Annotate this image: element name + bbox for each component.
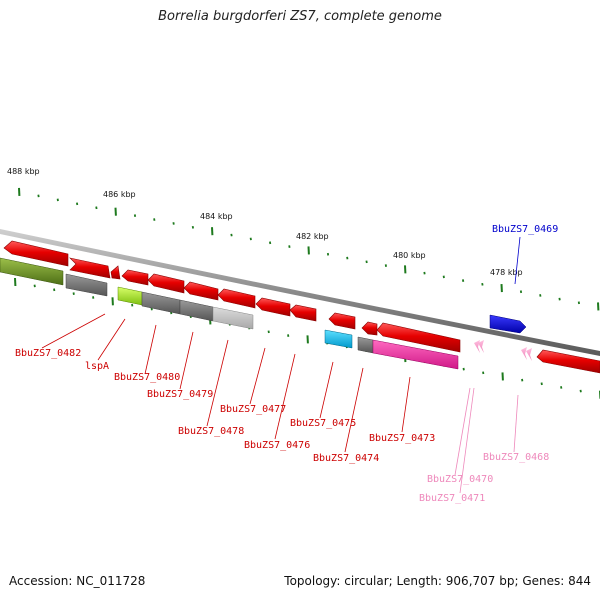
gene-grey-0474[interactable] (357, 336, 374, 354)
gene-BbuZS7-0482[interactable] (3, 240, 69, 267)
gene-track-forward (3, 240, 600, 374)
ruler-label-482: 482 kbp (296, 232, 329, 241)
accession-text: Accession: NC_011728 (9, 574, 146, 588)
gene-BbuZS7-0479[interactable] (147, 273, 185, 294)
ruler-label-486: 486 kbp (103, 190, 136, 199)
gene-lightgrey-0478[interactable] (212, 306, 254, 330)
gene-BbuZS7-0478[interactable] (183, 281, 219, 301)
label-BbuZS7-0473[interactable]: BbuZS7_0473 (369, 433, 435, 444)
gene-pink-0470-0471[interactable] (474, 340, 484, 353)
label-BbuZS7-0478[interactable]: BbuZS7_0478 (178, 426, 244, 437)
gene-magenta-0473[interactable] (372, 339, 459, 370)
label-BbuZS7-0470[interactable]: BbuZS7_0470 (427, 474, 493, 485)
label-BbuZS7-0468[interactable]: BbuZS7_0468 (483, 452, 549, 463)
gene-BbuZS7-0473-small[interactable] (361, 321, 378, 336)
label-BbuZS7-0479[interactable]: BbuZS7_0479 (147, 389, 213, 400)
ruler-label-484: 484 kbp (200, 212, 233, 221)
gene-labels: BbuZS7_0482 lspA BbuZS7_0480 BbuZS7_0479… (15, 224, 558, 504)
gene-pink-0468[interactable] (521, 347, 532, 361)
label-BbuZS7-0474[interactable]: BbuZS7_0474 (313, 453, 379, 464)
gene-BbuZS7-0476[interactable] (255, 297, 291, 317)
ruler-label-488: 488 kbp (7, 167, 40, 176)
gene-track-inner (0, 257, 532, 370)
gene-blue-0469[interactable] (489, 314, 527, 334)
topology-text: Topology: circular; Length: 906,707 bp; … (284, 574, 591, 588)
gene-BbuZS7-0480[interactable] (121, 269, 149, 286)
label-BbuZS7-0476[interactable]: BbuZS7_0476 (244, 440, 310, 451)
gene-BbuZS7-0477[interactable] (217, 288, 256, 309)
gene-right-red[interactable] (536, 349, 600, 374)
gene-lspA-red[interactable] (69, 257, 111, 279)
gene-olive-block[interactable] (0, 257, 64, 286)
gene-BbuZS7-0475-red[interactable] (289, 304, 317, 322)
gene-lime[interactable] (117, 286, 143, 306)
gene-grey-lspA[interactable] (65, 273, 108, 297)
label-BbuZS7-0482[interactable]: BbuZS7_0482 (15, 348, 81, 359)
ruler-label-478: 478 kbp (490, 268, 523, 277)
gene-cyan-0475[interactable] (324, 329, 353, 349)
ruler-label-480: 480 kbp (393, 251, 426, 260)
gene-BbuZS7-0473[interactable] (376, 322, 461, 353)
gene-BbuZS7-0474-red[interactable] (328, 312, 356, 330)
label-lspA[interactable]: lspA (85, 361, 109, 372)
gene-grey-0480[interactable] (141, 291, 181, 315)
label-BbuZS7-0480[interactable]: BbuZS7_0480 (114, 372, 180, 383)
gene-grey-0479[interactable] (179, 299, 214, 322)
label-BbuZS7-0471[interactable]: BbuZS7_0471 (419, 493, 485, 504)
genome-backbone (0, 229, 600, 356)
label-BbuZS7-0475[interactable]: BbuZS7_0475 (290, 418, 356, 429)
ruler-labels: 488 kbp 486 kbp 484 kbp 482 kbp 480 kbp … (7, 167, 523, 277)
map-title: Borrelia burgdorferi ZS7, complete genom… (158, 9, 442, 24)
leader-lines (41, 236, 521, 494)
gene-small-red[interactable] (110, 265, 121, 280)
outer-tick-ring (18, 187, 600, 311)
label-BbuZS7-0477[interactable]: BbuZS7_0477 (220, 404, 286, 415)
label-BbuZS7-0469[interactable]: BbuZS7_0469 (492, 224, 558, 235)
